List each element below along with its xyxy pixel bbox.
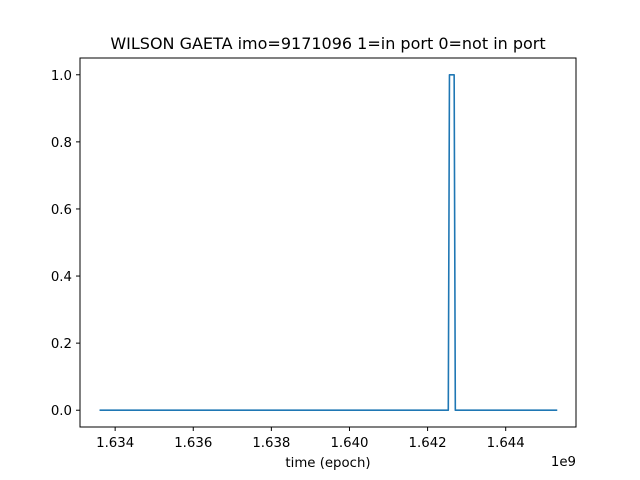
x-axis-offset-label: 1e9 — [551, 455, 576, 470]
series-line — [99, 73, 558, 412]
x-axis-label: time (epoch) — [285, 456, 370, 471]
x-tick-label: 1.640 — [330, 436, 368, 451]
y-tick-label: 0.6 — [51, 203, 72, 218]
y-tick-label: 1.0 — [51, 69, 72, 84]
axes-frame — [79, 57, 577, 428]
y-tick-label: 0.0 — [51, 404, 72, 419]
x-tick-label: 1.634 — [96, 436, 134, 451]
x-tick-label: 1.642 — [409, 436, 447, 451]
chart-title: WILSON GAETA imo=9171096 1=in port 0=not… — [110, 34, 545, 53]
x-tick-label: 1.638 — [252, 436, 290, 451]
x-axis-ticks: 1.634 1.636 1.638 1.640 1.642 1.644 — [96, 427, 525, 451]
y-tick-label: 0.4 — [51, 270, 72, 285]
y-tick-label: 0.2 — [51, 337, 72, 352]
y-tick-label: 0.8 — [51, 136, 72, 151]
x-tick-label: 1.644 — [487, 436, 525, 451]
plot-lines — [99, 73, 558, 412]
x-tick-label: 1.636 — [174, 436, 212, 451]
y-axis-ticks: 0.0 0.2 0.4 0.6 0.8 1.0 — [51, 69, 80, 419]
